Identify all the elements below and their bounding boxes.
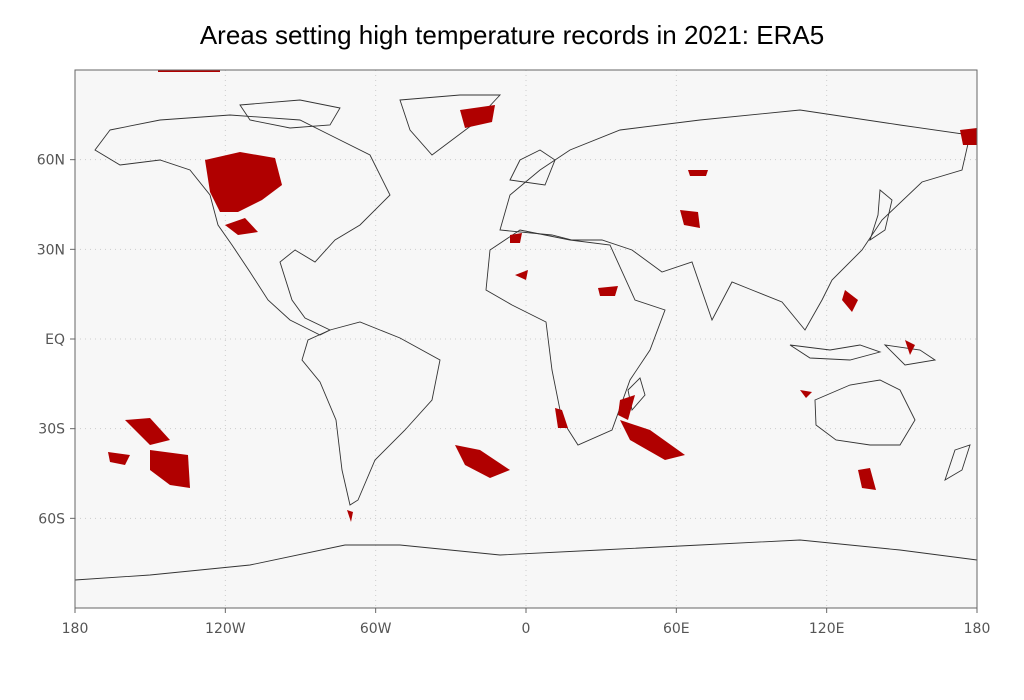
coastlines: [74, 94, 978, 581]
y-tick-label: EQ: [45, 332, 65, 348]
map-title: Areas setting high temperature records i…: [200, 20, 824, 50]
y-tick-label: 30S: [38, 422, 65, 438]
x-tick-label: 180: [964, 621, 991, 637]
record-areas: [108, 105, 977, 522]
x-tick-label: 60E: [663, 621, 690, 637]
y-tick-label: 60S: [38, 511, 65, 527]
x-tick-label: 60W: [360, 621, 392, 637]
y-tick-label: 60N: [37, 153, 65, 169]
x-tick-label: 180: [62, 621, 89, 637]
x-tick-label: 120W: [205, 621, 246, 637]
y-tick-label: 30N: [37, 242, 65, 258]
x-tick-label: 0: [522, 621, 531, 637]
x-tick-label: 120E: [809, 621, 845, 637]
